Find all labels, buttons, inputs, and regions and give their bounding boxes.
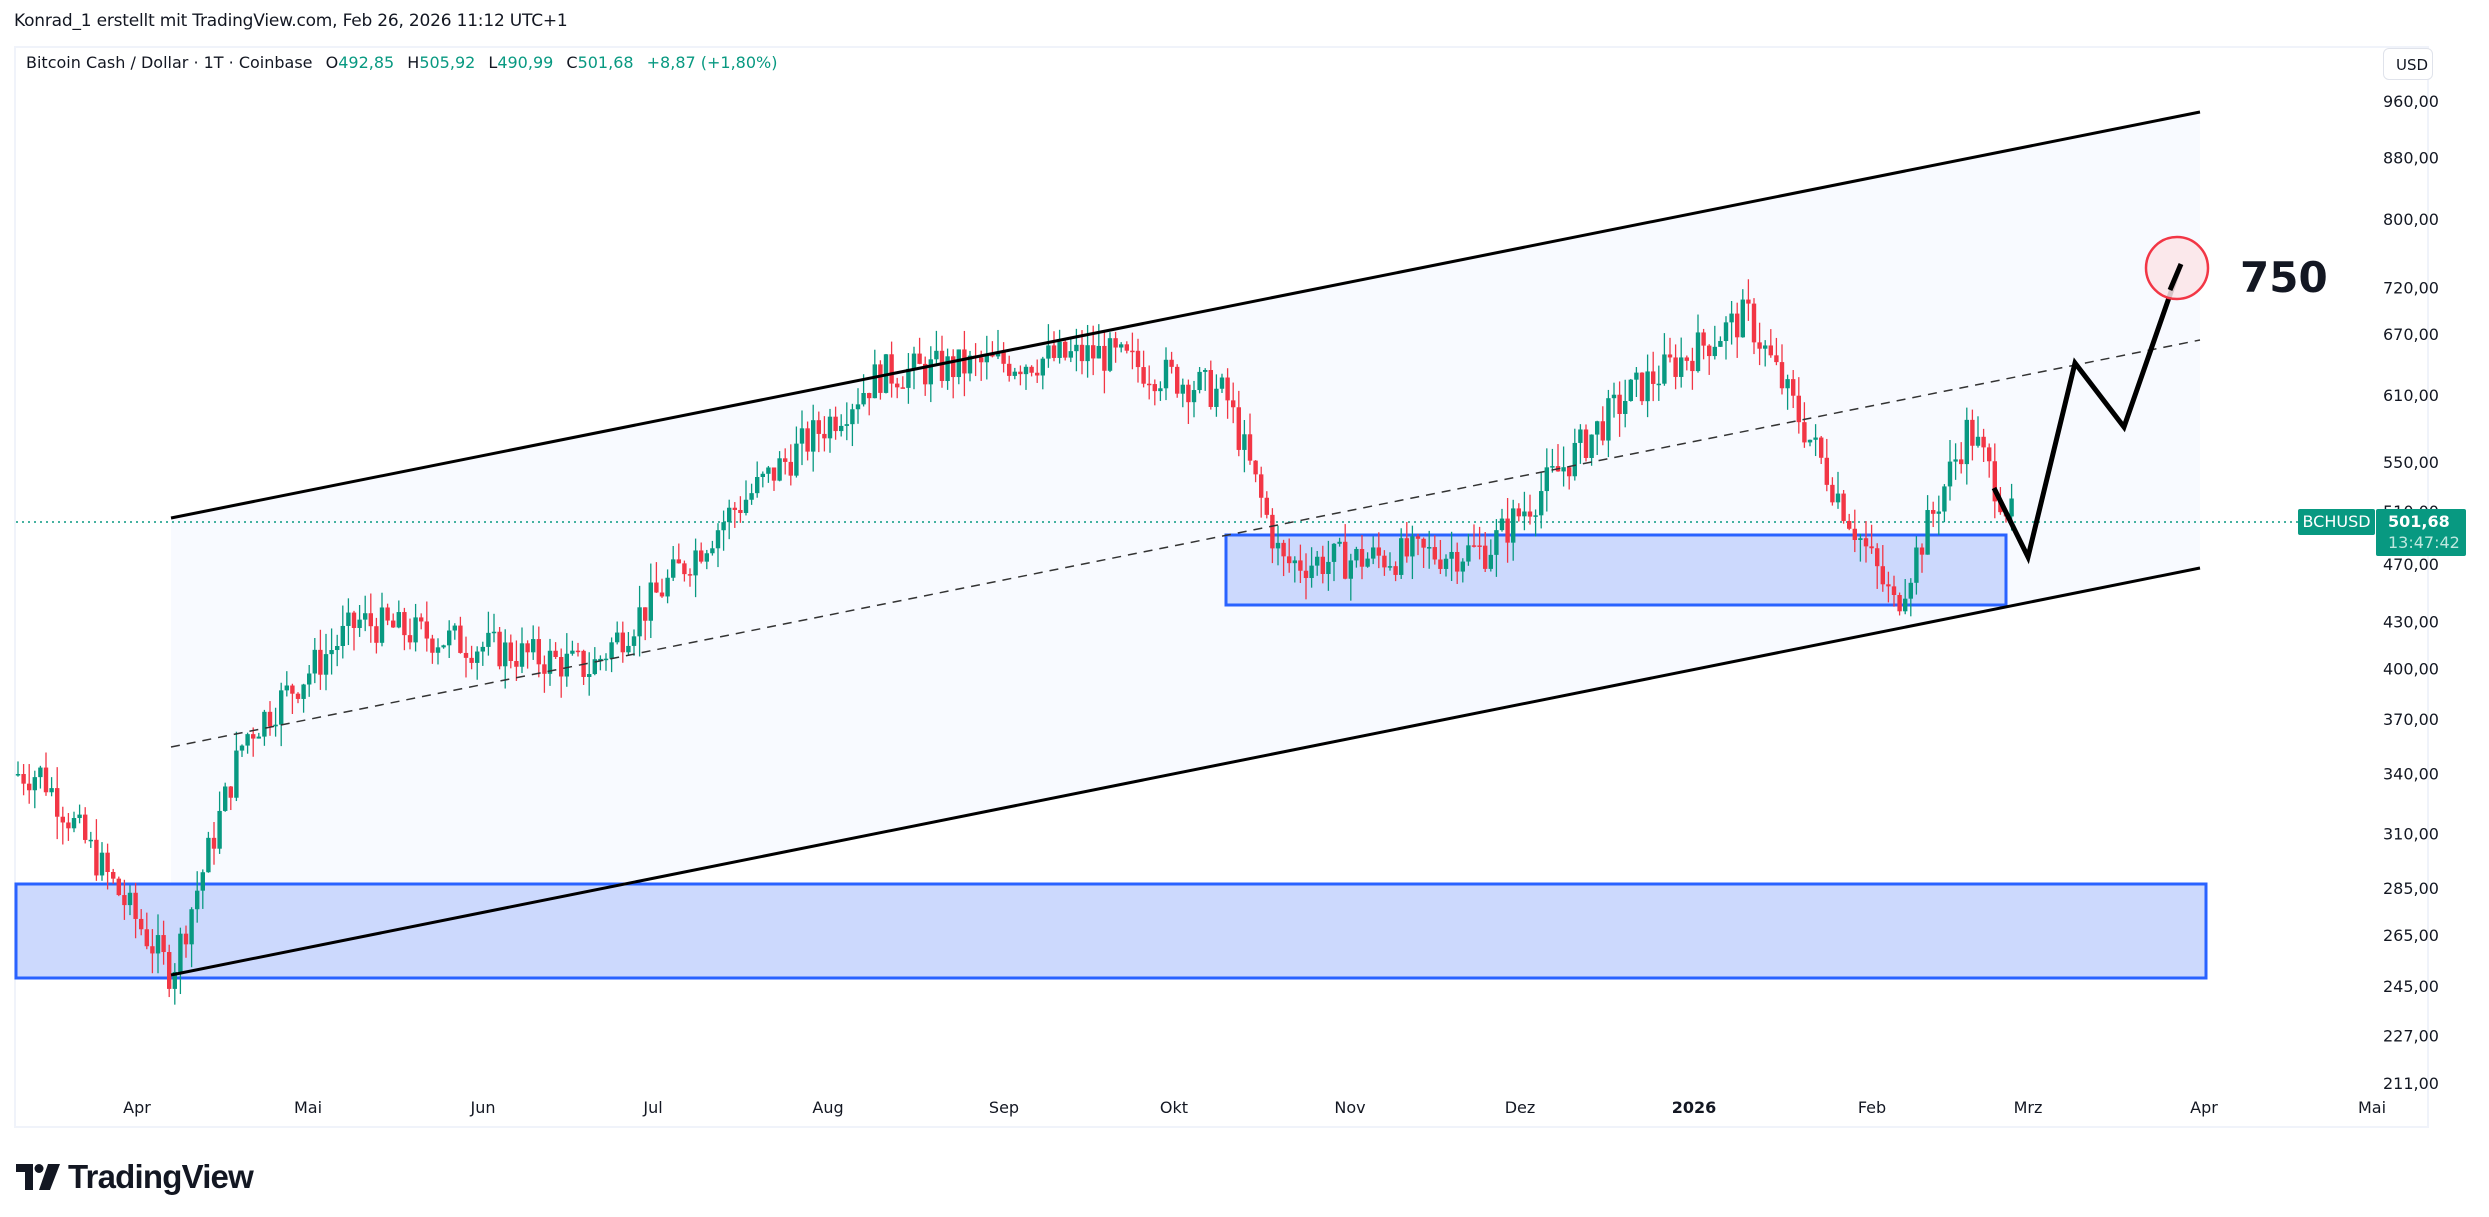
y-axis-tick: 670,00: [2383, 325, 2439, 344]
channel-lower-line[interactable]: [170, 566, 2201, 977]
open-label: O: [325, 53, 339, 72]
tradingview-logo-icon: [16, 1164, 60, 1190]
last-price-value: 501,68: [2388, 512, 2450, 531]
y-axis-tick: 880,00: [2383, 148, 2439, 167]
chart-credit: Konrad_1 erstellt mit TradingView.com, F…: [14, 11, 568, 31]
y-axis-tick: 227,00: [2383, 1027, 2439, 1046]
x-axis-tick: Mai: [2358, 1098, 2386, 1117]
target-label: 750: [2240, 253, 2328, 302]
support-zone-upper[interactable]: [1224, 533, 2008, 607]
x-axis-tick: Jul: [642, 1098, 662, 1117]
x-axis-tick: Nov: [1334, 1098, 1365, 1117]
x-axis-tick: Mrz: [2014, 1098, 2043, 1117]
currency-button[interactable]: USD: [2383, 48, 2433, 80]
support-zone-lower[interactable]: [14, 882, 2208, 980]
close-value: 501,68: [577, 53, 634, 72]
y-axis-tick: 430,00: [2383, 613, 2439, 632]
projection-path[interactable]: [1991, 265, 2183, 565]
y-axis-tick: 340,00: [2383, 765, 2439, 784]
x-axis-tick: Sep: [989, 1098, 1019, 1117]
high-value: 505,92: [419, 53, 476, 72]
y-axis-tick: 211,00: [2383, 1074, 2439, 1093]
symbol-name: Bitcoin Cash / Dollar · 1T · Coinbase: [26, 53, 313, 72]
channel-fill: [171, 112, 2200, 975]
x-axis[interactable]: Apr Mai Jun Jul Aug Sep Okt Nov Dez 2026 Feb Mrz Apr…: [123, 1098, 2386, 1117]
y-axis[interactable]: 960,00 880,00 800,00 720,00 670,00 610,00 550,…: [2383, 92, 2439, 1093]
symbol-price-tag: BCHUSD: [2298, 509, 2375, 535]
x-axis-tick: Aug: [812, 1098, 843, 1117]
low-value: 490,99: [497, 53, 554, 72]
y-axis-tick: 245,00: [2383, 977, 2439, 996]
x-axis-tick: Feb: [1858, 1098, 1886, 1117]
y-axis-tick: 960,00: [2383, 92, 2439, 111]
close-label: C: [566, 53, 578, 72]
low-label: L: [488, 53, 498, 72]
symbol-legend: Bitcoin Cash / Dollar · 1T · Coinbase O4…: [26, 53, 777, 72]
high-label: H: [407, 53, 420, 72]
y-axis-tick: 310,00: [2383, 825, 2439, 844]
y-axis-tick: 370,00: [2383, 710, 2439, 729]
x-axis-tick: Apr: [123, 1098, 151, 1117]
candlestick-series: [15, 279, 2014, 1005]
tradingview-logo[interactable]: TradingView: [16, 1158, 254, 1196]
change-value: +8,87 (+1,80%): [646, 53, 778, 72]
last-price-tag: 501,68 13:47:42: [2376, 509, 2466, 556]
x-axis-tick: Jun: [470, 1098, 496, 1117]
y-axis-tick: 610,00: [2383, 386, 2439, 405]
projection-path-tip: [2167, 263, 2184, 291]
y-axis-tick: 285,00: [2383, 879, 2439, 898]
y-axis-tick: 720,00: [2383, 278, 2439, 297]
y-axis-tick: 400,00: [2383, 659, 2439, 678]
y-axis-tick: 800,00: [2383, 210, 2439, 229]
tradingview-wordmark: TradingView: [68, 1158, 254, 1195]
x-axis-tick: Dez: [1505, 1098, 1536, 1117]
y-axis-tick: 265,00: [2383, 926, 2439, 945]
x-axis-tick: Okt: [1160, 1098, 1188, 1117]
channel-mid-line[interactable]: [170, 339, 2201, 748]
x-axis-tick: Mai: [294, 1098, 322, 1117]
x-axis-tick: 2026: [1672, 1098, 1717, 1117]
channel-upper-line[interactable]: [170, 110, 2201, 520]
open-value: 492,85: [338, 53, 395, 72]
x-axis-tick: Apr: [2190, 1098, 2218, 1117]
bar-countdown: 13:47:42: [2388, 533, 2460, 552]
y-axis-tick: 470,00: [2383, 555, 2439, 574]
y-axis-tick: 550,00: [2383, 453, 2439, 472]
